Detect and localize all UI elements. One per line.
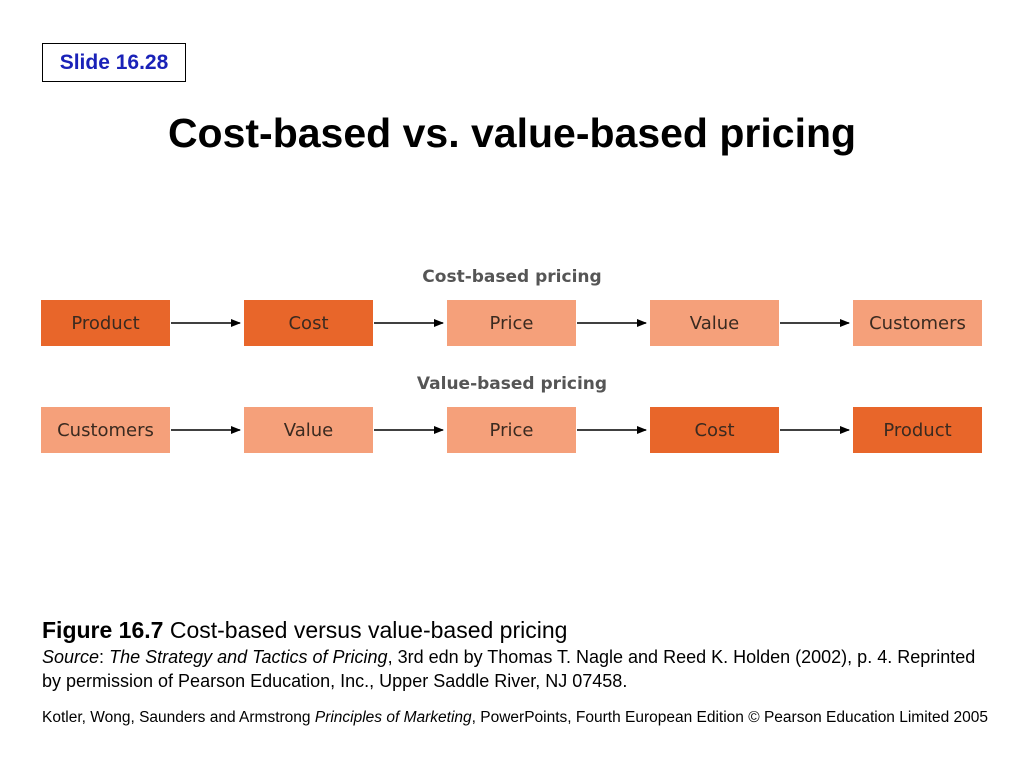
cost-row-step-customers: Customers	[853, 300, 982, 346]
slide-footer: Kotler, Wong, Saunders and Armstrong Pri…	[42, 709, 1002, 727]
cost-based-heading: Cost-based pricing	[422, 267, 602, 287]
cost-row-step-product: Product	[41, 300, 170, 346]
source-label: Source	[42, 647, 100, 667]
value-row-step-price: Price	[447, 407, 576, 453]
value-row-step-cost: Cost	[650, 407, 779, 453]
figure-caption: Figure 16.7 Cost-based versus value-base…	[42, 616, 982, 693]
figure-number: Figure 16.7	[42, 617, 164, 643]
figure-caption-title-line: Figure 16.7 Cost-based versus value-base…	[42, 616, 982, 644]
cost-row-step-price: Price	[447, 300, 576, 346]
source-details: , 3rd edn by Thomas T. Nagle and Reed K.…	[42, 647, 976, 691]
value-row-step-customers: Customers	[41, 407, 170, 453]
figure-source: Source: The Strategy and Tactics of Pric…	[42, 645, 982, 693]
value-based-heading: Value-based pricing	[416, 374, 608, 394]
footer-authors: Kotler, Wong, Saunders and Armstrong	[42, 709, 311, 726]
footer-edition: , PowerPoints, Fourth European Edition ©…	[471, 709, 988, 726]
slide-number-label: Slide 16.28	[42, 43, 186, 82]
figure-title: Cost-based versus value-based pricing	[169, 617, 568, 643]
footer-book-title: Principles of Marketing	[314, 709, 472, 726]
cost-row-step-cost: Cost	[244, 300, 373, 346]
value-row-step-value: Value	[244, 407, 373, 453]
cost-row-step-value: Value	[650, 300, 779, 346]
value-row-step-product: Product	[853, 407, 982, 453]
slide-title: Cost-based vs. value-based pricing	[167, 110, 857, 156]
source-work-title: The Strategy and Tactics of Pricing	[109, 647, 388, 667]
source-separator: :	[99, 647, 105, 667]
